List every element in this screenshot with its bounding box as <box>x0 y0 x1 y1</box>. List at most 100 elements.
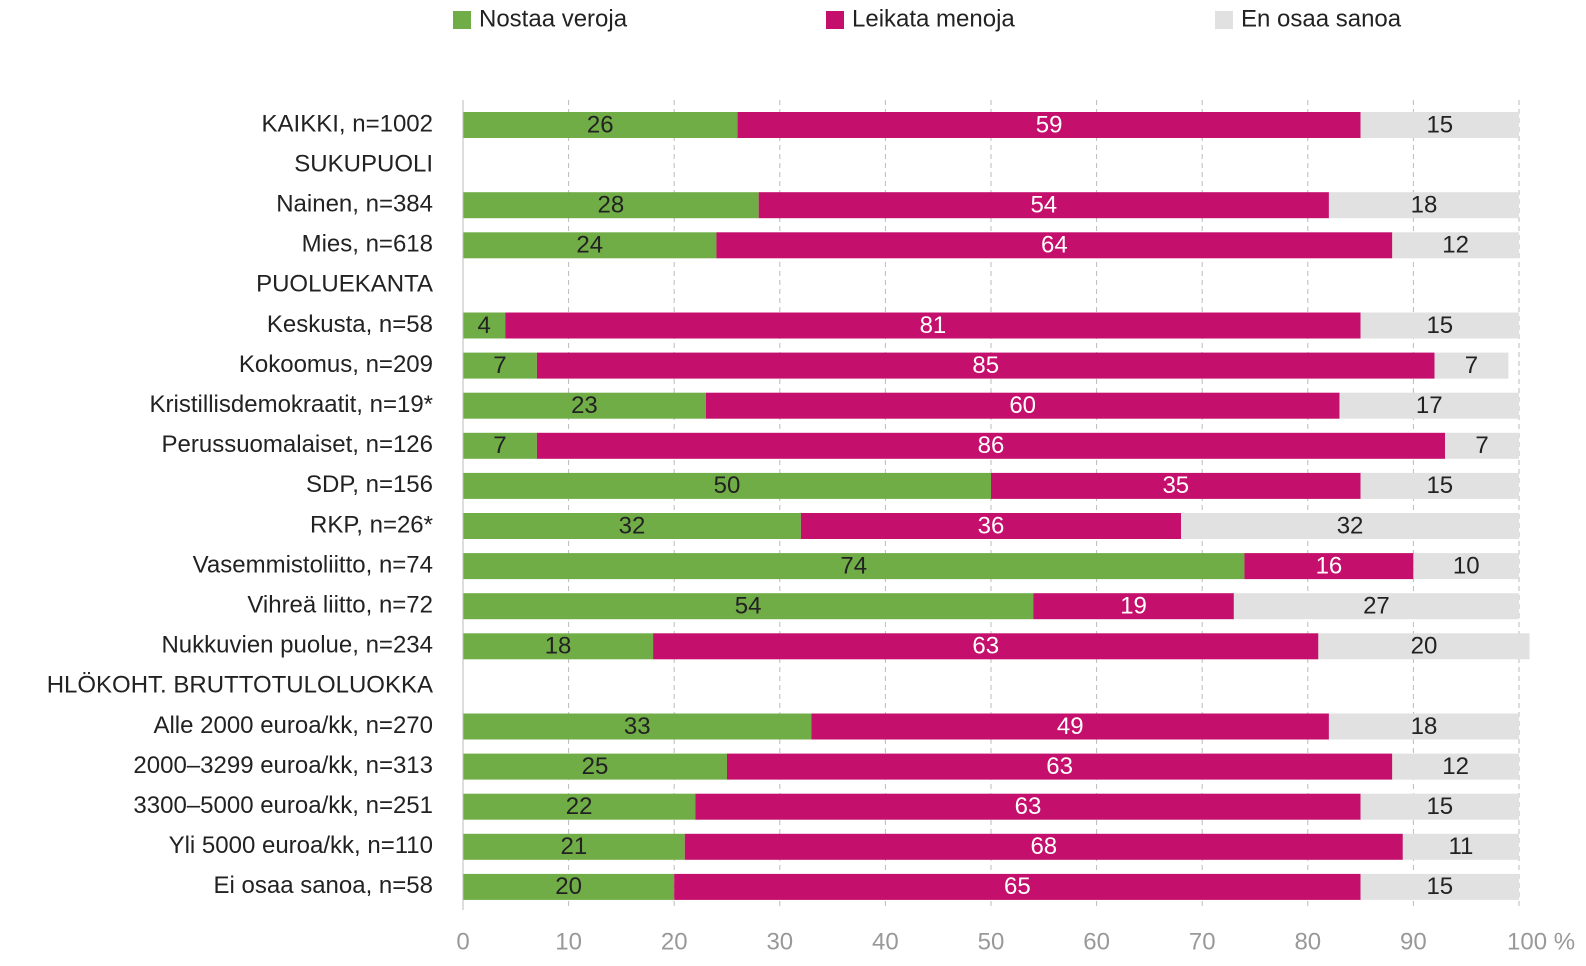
bar-segment <box>695 793 1361 820</box>
x-tick-label: 70 <box>1189 928 1216 955</box>
bar-segment <box>463 472 991 499</box>
data-label: 18 <box>1411 713 1438 740</box>
y-tick-label: Kokoomus, n=209 <box>239 351 433 378</box>
y-tick-label: Vasemmistoliitto, n=74 <box>193 551 433 578</box>
y-tick-label: Nainen, n=384 <box>276 191 433 218</box>
data-label: 7 <box>493 352 506 379</box>
bar-segment <box>674 873 1361 900</box>
data-label: 25 <box>582 753 609 780</box>
data-label: 15 <box>1426 793 1453 820</box>
data-label: 59 <box>1036 111 1063 138</box>
bar-segment <box>1434 352 1509 379</box>
y-tick-label: Nukkuvien puolue, n=234 <box>161 632 433 659</box>
bar-segment <box>463 352 537 379</box>
legend-label: Nostaa veroja <box>479 5 628 32</box>
data-label: 49 <box>1057 713 1084 740</box>
legend-label: En osaa sanoa <box>1241 5 1402 32</box>
data-label: 12 <box>1442 753 1469 780</box>
x-tick-label: 90 <box>1400 928 1427 955</box>
bar-segment <box>1360 312 1519 339</box>
x-tick-label: 10 <box>555 928 582 955</box>
y-tick-label: SUKUPUOLI <box>294 150 433 177</box>
y-tick-label: KAIKKI, n=1002 <box>262 110 433 137</box>
x-tick-label: 80 <box>1294 928 1321 955</box>
bar-segment <box>463 192 759 219</box>
bar-segment <box>1244 553 1414 580</box>
data-label: 86 <box>978 432 1005 459</box>
bar-segment <box>705 392 1340 419</box>
x-tick-label: 50 <box>978 928 1005 955</box>
data-label: 18 <box>545 633 572 660</box>
bar-segment <box>653 633 1319 660</box>
legend-swatch <box>1215 11 1233 29</box>
y-tick-label: PUOLUEKANTA <box>256 271 433 298</box>
y-tick-label: HLÖKOHT. BRUTTOTULOLUOKKA <box>47 672 433 699</box>
bar-segment <box>1445 432 1519 459</box>
data-label: 63 <box>972 633 999 660</box>
data-label: 65 <box>1004 873 1031 900</box>
data-label: 12 <box>1442 232 1469 259</box>
data-label: 68 <box>1030 833 1057 860</box>
data-label: 26 <box>587 111 614 138</box>
bar-segment <box>1328 713 1519 740</box>
data-label: 32 <box>1337 512 1364 539</box>
data-label: 28 <box>597 192 624 219</box>
bar-segment <box>684 833 1403 860</box>
y-tick-label: Kristillisdemokraatit, n=19* <box>150 391 433 418</box>
bar-segment <box>536 432 1446 459</box>
data-label: 85 <box>972 352 999 379</box>
bar-segment <box>758 192 1329 219</box>
bar-segment <box>737 112 1361 138</box>
y-tick-label: RKP, n=26* <box>310 511 433 538</box>
data-label: 24 <box>576 232 603 259</box>
y-tick-label: 2000–3299 euroa/kk, n=313 <box>133 752 433 779</box>
data-label: 17 <box>1416 392 1443 419</box>
bar-segment <box>1392 753 1519 780</box>
x-tick-label: 60 <box>1083 928 1110 955</box>
bar-segment <box>463 633 654 660</box>
legend-swatch <box>826 11 844 29</box>
bar-segment <box>463 312 506 339</box>
bar-segment <box>463 793 696 820</box>
data-label: 27 <box>1363 593 1390 620</box>
bar-segment <box>1360 793 1519 820</box>
x-tick-label: 0 <box>456 928 469 955</box>
y-tick-label: Alle 2000 euroa/kk, n=270 <box>153 712 433 739</box>
data-label: 35 <box>1162 472 1189 499</box>
y-tick-label: SDP, n=156 <box>306 471 433 498</box>
bar-segment <box>463 513 801 539</box>
x-tick-label: 40 <box>872 928 899 955</box>
bar-segment <box>800 513 1182 539</box>
bar-segment <box>463 593 1034 620</box>
bar-segment <box>1339 392 1519 419</box>
bar-segment <box>1392 232 1519 259</box>
bar-segment <box>1318 633 1530 660</box>
bar-segment <box>536 352 1435 379</box>
bar-segment <box>1181 513 1519 539</box>
x-tick-label: 100 % <box>1507 928 1575 955</box>
y-tick-label: Yli 5000 euroa/kk, n=110 <box>169 832 433 859</box>
x-tick-label: 30 <box>766 928 793 955</box>
y-tick-label: Mies, n=618 <box>302 231 433 258</box>
bar-segment <box>1360 472 1519 499</box>
data-label: 81 <box>920 312 947 339</box>
bar-segment <box>463 833 685 860</box>
data-label: 10 <box>1453 552 1480 579</box>
bar-segment <box>463 753 727 780</box>
data-label: 7 <box>1465 352 1478 379</box>
bar-segment <box>1328 192 1519 219</box>
y-tick-label: Keskusta, n=58 <box>267 311 433 338</box>
bar-segment <box>991 472 1361 499</box>
data-label: 7 <box>1475 432 1488 459</box>
data-label: 4 <box>477 312 490 339</box>
bar-segment <box>1402 833 1519 860</box>
bar-segment <box>727 753 1393 780</box>
data-label: 22 <box>566 793 593 820</box>
data-label: 15 <box>1426 312 1453 339</box>
data-label: 74 <box>840 552 867 579</box>
bar-segment <box>1360 873 1519 900</box>
bar-segment <box>716 232 1393 259</box>
data-label: 32 <box>619 512 646 539</box>
data-label: 63 <box>1046 753 1073 780</box>
